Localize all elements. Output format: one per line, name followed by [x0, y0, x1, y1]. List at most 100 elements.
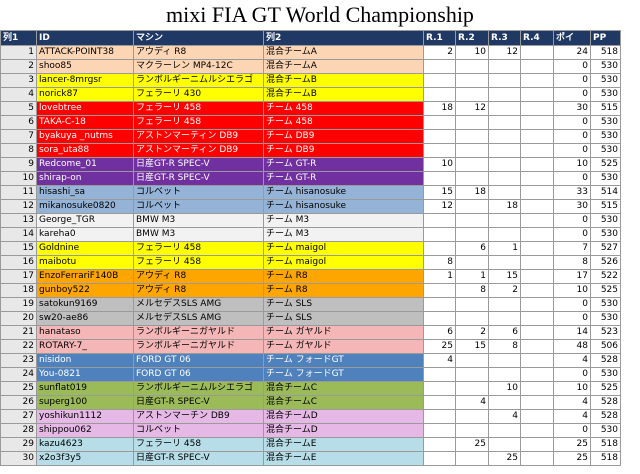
table-cell: 530	[590, 73, 621, 88]
table-row: 20 sw20-ae86 メルセデスSLS AMG チーム SLS 0 530	[0, 311, 621, 326]
table-cell: 530	[590, 115, 621, 130]
standings-table: 列1 ID マシン 列2 R.1 R.2 R.3 R.4 ポイ PP 1 ATTACK-POINT3…	[0, 30, 621, 466]
table-cell	[488, 129, 521, 144]
row-number: 22	[0, 339, 37, 354]
table-row: 18 gunboy522 アウディ R8 チーム R8 8 2 10 525	[0, 283, 621, 298]
column-header: PP	[590, 30, 621, 46]
row-number: 3	[0, 73, 37, 88]
table-cell	[455, 381, 489, 396]
table-cell: satokun9169	[36, 297, 134, 312]
table-cell: 530	[590, 423, 621, 438]
table-cell: hanataso	[36, 325, 134, 340]
table-cell	[423, 143, 456, 158]
table-cell: 15	[488, 269, 521, 284]
table-row: 25 sunflat019 ランボルギーニムルシエラゴ 混合チームC 10 10 525	[0, 381, 621, 396]
table-cell	[423, 437, 456, 452]
row-number: 14	[0, 227, 37, 242]
table-cell: チーム DB9	[263, 129, 424, 144]
table-cell: アストンマーティン DB9	[133, 143, 264, 158]
table-cell	[423, 227, 456, 242]
table-cell: 8	[488, 339, 521, 354]
table-cell: 日産GT-R SPEC-V	[133, 171, 264, 186]
table-cell	[423, 213, 456, 228]
table-cell: 527	[590, 241, 621, 256]
table-cell: 0	[553, 129, 591, 144]
table-cell	[520, 339, 554, 354]
table-cell	[520, 227, 554, 242]
table-cell: アウディ R8	[133, 45, 264, 60]
row-number: 24	[0, 367, 37, 382]
table-cell	[423, 423, 456, 438]
table-row: 4 norick87 フェラーリ 430 混合チームB 0 530	[0, 87, 621, 102]
table-row: 14 kareha0 BMW M3 チーム M3 0 530	[0, 227, 621, 242]
table-cell: kareha0	[36, 227, 134, 242]
table-cell: 4	[553, 409, 591, 424]
table-cell	[455, 227, 489, 242]
table-cell	[520, 395, 554, 410]
column-header: 列1	[0, 30, 37, 46]
table-cell: 25	[553, 451, 591, 466]
table-cell: 6	[423, 325, 456, 340]
table-cell: 25	[553, 437, 591, 452]
table-cell	[520, 241, 554, 256]
table-cell: 2	[488, 283, 521, 298]
table-cell	[520, 437, 554, 452]
table-cell	[423, 381, 456, 396]
table-row: 22 ROTARY-7_ ランボルギーニガヤルド チーム ガヤルド 25 15 8 48 506	[0, 339, 621, 354]
table-row: 11 hisashi_sa コルベット チーム hisanosuke 15 18 33 514	[0, 185, 621, 200]
table-cell: Redcome_01	[36, 157, 134, 172]
table-cell: 6	[455, 241, 489, 256]
table-cell: 混合チームE	[263, 451, 424, 466]
table-cell	[520, 115, 554, 130]
table-cell	[520, 311, 554, 326]
table-row: 17 EnzoFerrariF140B アウディ R8 チーム R8 1 1 15 17 522	[0, 269, 621, 284]
table-cell: チーム R8	[263, 269, 424, 284]
table-cell	[423, 73, 456, 88]
table-cell: EnzoFerrariF140B	[36, 269, 134, 284]
table-cell: 530	[590, 367, 621, 382]
table-cell: sora_uta88	[36, 143, 134, 158]
table-cell: 0	[553, 59, 591, 74]
table-row: 19 satokun9169 メルセデスSLS AMG チーム SLS 0 530	[0, 297, 621, 312]
table-cell: 0	[553, 115, 591, 130]
table-cell: チーム GT-R	[263, 157, 424, 172]
table-cell	[455, 171, 489, 186]
table-cell: 混合チームA	[263, 45, 424, 60]
table-cell: 530	[590, 213, 621, 228]
table-cell: 530	[590, 227, 621, 242]
table-cell	[520, 59, 554, 74]
table-cell	[488, 171, 521, 186]
table-cell: BMW M3	[133, 227, 264, 242]
table-cell: 0	[553, 227, 591, 242]
table-cell	[520, 353, 554, 368]
table-cell: ランボルギーニムルシエラゴ	[133, 73, 264, 88]
table-cell: sw20-ae86	[36, 311, 134, 326]
table-row: 23 nisidon FORD GT 06 チーム フォードGT 4 4 528	[0, 353, 621, 368]
table-cell	[455, 255, 489, 270]
table-cell: マクラーレン MP4-12C	[133, 59, 264, 74]
table-cell: 8	[423, 255, 456, 270]
table-cell: コルベット	[133, 199, 264, 214]
column-header: R.3	[488, 30, 521, 46]
table-cell: フェラーリ 458	[133, 101, 264, 116]
table-cell	[455, 423, 489, 438]
table-cell	[423, 115, 456, 130]
table-cell: 10	[488, 381, 521, 396]
sheet-title: mixi FIA GT World Championship	[166, 2, 474, 27]
row-number: 19	[0, 297, 37, 312]
table-cell: チーム M3	[263, 227, 424, 242]
table-cell: 12	[423, 199, 456, 214]
table-cell	[520, 325, 554, 340]
table-row: 16 maibotu フェラーリ 458 チーム maigol 8 8 526	[0, 255, 621, 270]
table-cell	[423, 171, 456, 186]
table-cell	[423, 409, 456, 424]
table-cell: lancer-8mrgsr	[36, 73, 134, 88]
row-number: 17	[0, 269, 37, 284]
row-number: 2	[0, 59, 37, 74]
row-number: 6	[0, 115, 37, 130]
table-cell: 7	[553, 241, 591, 256]
table-cell	[423, 241, 456, 256]
table-cell	[520, 423, 554, 438]
table-cell: チーム hisanosuke	[263, 185, 424, 200]
table-cell	[488, 143, 521, 158]
